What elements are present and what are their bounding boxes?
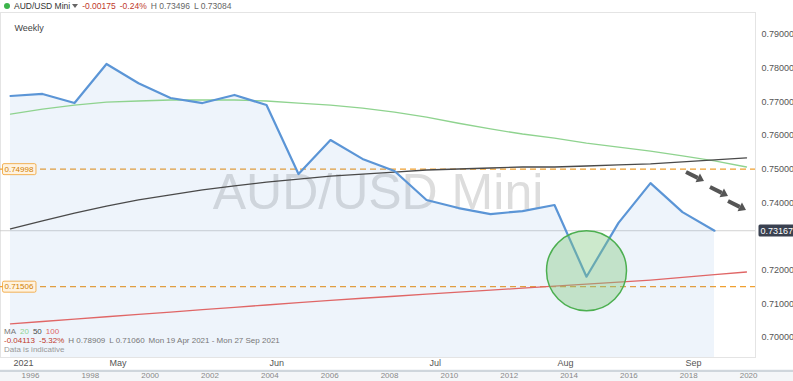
html-text:Data is indicative: Data is indicative (4, 345, 65, 354)
svg-text:1996: 1996 (22, 371, 40, 380)
svg-text:0.79000: 0.79000 (762, 29, 793, 39)
svg-text:2018: 2018 (680, 371, 698, 380)
svg-text:2012: 2012 (500, 371, 518, 380)
svg-text:Weekly: Weekly (15, 23, 45, 33)
svg-text:0.71506: 0.71506 (5, 282, 34, 291)
svg-text:2006: 2006 (321, 371, 339, 380)
svg-text:2021: 2021 (14, 358, 34, 368)
svg-text:May: May (110, 358, 128, 368)
html-text:-0.00175 -0.24% H 0.73496 L 0.: -0.00175 -0.24% H 0.73496 L 0.73084 (82, 1, 232, 11)
svg-text:0.75000: 0.75000 (762, 164, 793, 174)
svg-text:2014: 2014 (560, 371, 578, 380)
html-text:20 50 100: 20 50 100 (20, 327, 60, 336)
svg-text:2008: 2008 (381, 371, 399, 380)
svg-text:2004: 2004 (261, 371, 279, 380)
svg-text:0.76000: 0.76000 (762, 130, 793, 140)
svg-text:Jun: Jun (270, 358, 285, 368)
svg-text:0.70000: 0.70000 (762, 332, 793, 342)
svg-text:0.78000: 0.78000 (762, 63, 793, 73)
svg-text:0.72000: 0.72000 (762, 265, 793, 275)
svg-text:1998: 1998 (81, 371, 99, 380)
svg-text:0.71000: 0.71000 (762, 299, 793, 309)
svg-text:0.74998: 0.74998 (5, 165, 34, 174)
svg-text:0.77000: 0.77000 (762, 97, 793, 107)
svg-text:2020: 2020 (740, 371, 758, 380)
svg-text:0.74000: 0.74000 (762, 198, 793, 208)
svg-text:2002: 2002 (201, 371, 219, 380)
svg-text:Jul: Jul (430, 358, 442, 368)
svg-text:2000: 2000 (141, 371, 159, 380)
svg-text:2016: 2016 (620, 371, 638, 380)
svg-text:2010: 2010 (440, 371, 458, 380)
svg-text:Aug: Aug (558, 358, 574, 368)
html-text:MA: MA (4, 327, 16, 336)
html-text:AUD/USD Mini: AUD/USD Mini (14, 1, 71, 11)
svg-text:0.73167: 0.73167 (761, 226, 793, 236)
html-text:-5.32% H 0.78909 L 0.71060 Mon: -5.32% H 0.78909 L 0.71060 Mon 19 Apr 20… (39, 336, 280, 345)
html-text:-0.04113: -0.04113 (4, 336, 35, 345)
svg-text:Sep: Sep (686, 358, 702, 368)
